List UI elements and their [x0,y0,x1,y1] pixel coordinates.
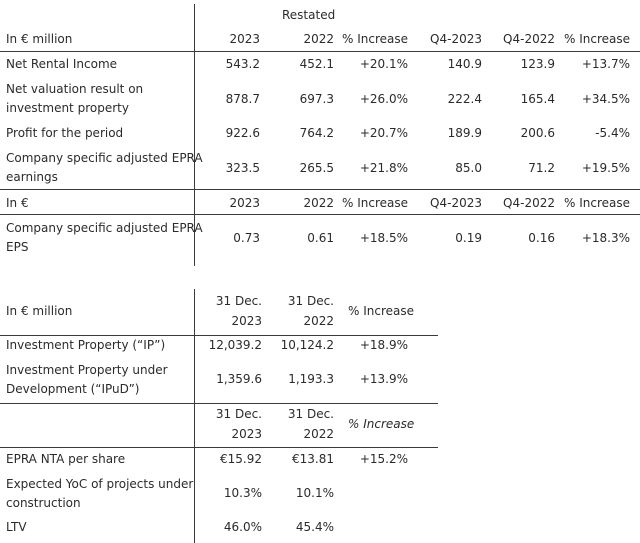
restated-label: Restated [282,8,336,22]
header-date-2023-line1: 31 Dec. [215,407,262,421]
row-label-line1: Company specific adjusted EPRA [6,151,203,165]
cell-pct: +20.1% [359,57,408,71]
cell-2023: 922.6 [225,126,260,140]
cell-2023: 323.5 [225,161,260,175]
column-divider [194,289,195,543]
row-label-line2: EPS [6,240,29,254]
header-date-2022-line2: 2022 [303,314,334,328]
cell-pct: +18.9% [359,338,408,352]
header-q4-2023: Q4-2023 [430,196,482,210]
row-divider [0,335,438,336]
cell-q4-2022: 165.4 [520,92,555,106]
header-q4-2023: Q4-2023 [430,32,482,46]
cell-q4-2023: 140.9 [447,57,482,71]
header-date-2023-line1: 31 Dec. [215,294,262,308]
cell-2022: 452.1 [299,57,334,71]
cell-q4-pct: +19.5% [581,161,630,175]
cell-2022: 265.5 [299,161,334,175]
cell-q4-2022: 71.2 [528,161,555,175]
header-label: In € million [6,304,73,318]
cell-q4-pct: +18.3% [581,231,630,245]
cell-2023: 46.0% [223,520,262,534]
row-label-line1: Net valuation result on [6,82,144,96]
cell-2023: 878.7 [225,92,260,106]
row-label-line1: Expected YoC of projects under [6,477,194,491]
cell-pct: +26.0% [359,92,408,106]
cell-2023: 10.3% [223,486,262,500]
cell-q4-2022: 123.9 [520,57,555,71]
cell-2023: 0.73 [233,231,260,245]
row-label: Investment Property (“IP”) [6,338,166,352]
header-2023: 2023 [229,196,260,210]
header-2022: 2022 [303,196,334,210]
cell-q4-2023: 189.9 [447,126,482,140]
row-label: LTV [6,520,27,534]
header-label: In € million [6,32,73,46]
header-2022: 2022 [303,32,334,46]
row-label-line1: Investment Property under [6,363,168,377]
row-label-line2: earnings [6,170,58,184]
header-date-2023-line2: 2023 [231,427,262,441]
cell-q4-2023: 0.19 [455,231,482,245]
header-pct: % Increase [348,304,414,318]
header-date-2022-line1: 31 Dec. [287,294,334,308]
header-date-2023-line2: 2023 [231,314,262,328]
cell-2022: 10.1% [295,486,334,500]
row-divider [0,403,438,404]
header-q4-2022: Q4-2022 [503,196,555,210]
header-pct: % Increase [342,32,408,46]
row-divider [0,189,640,190]
cell-2022: 0.61 [307,231,334,245]
cell-2023: 1,359.6 [216,372,262,386]
row-label: Profit for the period [6,126,124,140]
row-divider [0,447,438,448]
row-divider [0,214,640,215]
cell-pct: +15.2% [359,452,408,466]
cell-q4-pct: +34.5% [581,92,630,106]
header-q4-pct: % Increase [564,196,630,210]
row-label-line2: construction [6,496,81,510]
cell-pct: +21.8% [359,161,408,175]
row-label-line2: investment property [6,101,129,115]
header-label: In € [6,196,29,210]
header-q4-2022: Q4-2022 [503,32,555,46]
cell-q4-pct: -5.4% [595,126,630,140]
cell-q4-2023: 222.4 [447,92,482,106]
row-label: EPRA NTA per share [6,452,126,466]
cell-2022: 1,193.3 [288,372,334,386]
cell-2022: 764.2 [299,126,334,140]
cell-2022: €13.81 [292,452,334,466]
cell-2023: 543.2 [225,57,260,71]
cell-q4-2023: 85.0 [455,161,482,175]
cell-pct: +20.7% [359,126,408,140]
row-divider [0,51,640,52]
row-label-line1: Company specific adjusted EPRA [6,221,203,235]
header-pct: % Increase [342,196,408,210]
cell-pct: +13.9% [359,372,408,386]
cell-2023: €15.92 [220,452,262,466]
cell-q4-2022: 0.16 [528,231,555,245]
header-q4-pct: % Increase [564,32,630,46]
cell-2023: 12,039.2 [208,338,262,352]
row-label-line2: Development (“IPuD”) [6,382,140,396]
header-2023: 2023 [229,32,260,46]
cell-q4-pct: +13.7% [581,57,630,71]
column-divider [194,4,195,266]
header-pct: % Increase [348,417,415,431]
cell-q4-2022: 200.6 [520,126,555,140]
header-date-2022-line2: 2022 [303,427,334,441]
cell-2022: 45.4% [295,520,334,534]
header-date-2022-line1: 31 Dec. [287,407,334,421]
row-label: Net Rental Income [6,57,118,71]
cell-pct: +18.5% [359,231,408,245]
cell-2022: 10,124.2 [280,338,334,352]
cell-2022: 697.3 [299,92,334,106]
